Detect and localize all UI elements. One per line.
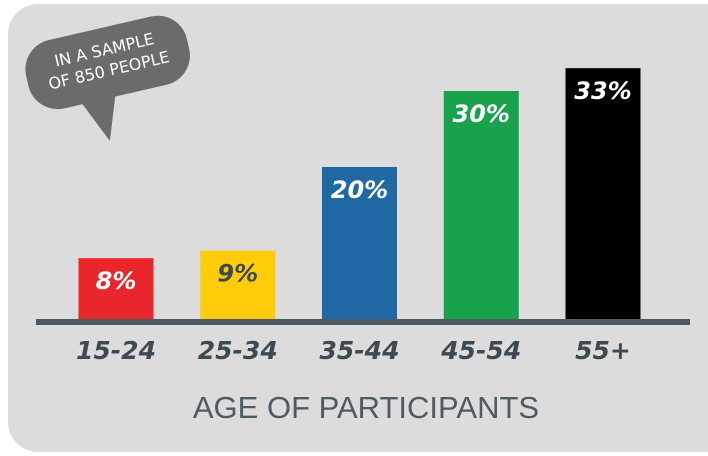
x-tick-label: 55+ bbox=[575, 336, 631, 365]
x-tick-label: 25-34 bbox=[198, 336, 278, 365]
bar bbox=[200, 250, 276, 319]
bar bbox=[443, 91, 519, 319]
bubble-body bbox=[25, 15, 190, 110]
value-label: 20% bbox=[331, 176, 388, 204]
speech-bubble: IN A SAMPLE OF 850 PEOPLE bbox=[25, 15, 190, 141]
bars: 8% 15-24 9% 25-34 20% 35-44 30% 45-54 33% 55+ bbox=[76, 68, 641, 365]
bar bbox=[78, 258, 154, 319]
value-label: 8% bbox=[96, 267, 137, 295]
x-tick-label: 45-54 bbox=[440, 336, 521, 365]
bar bbox=[322, 167, 397, 319]
x-tick-label: 15-24 bbox=[76, 336, 156, 365]
bubble-tail bbox=[77, 88, 117, 141]
bar bbox=[565, 68, 641, 319]
x-tick-label: 35-44 bbox=[320, 336, 400, 365]
value-label: 30% bbox=[453, 100, 510, 128]
x-axis-label: AGE OF PARTICIPANTS bbox=[193, 390, 539, 425]
value-label: 33% bbox=[574, 77, 631, 105]
value-label: 9% bbox=[217, 260, 258, 288]
baseline bbox=[36, 319, 690, 325]
